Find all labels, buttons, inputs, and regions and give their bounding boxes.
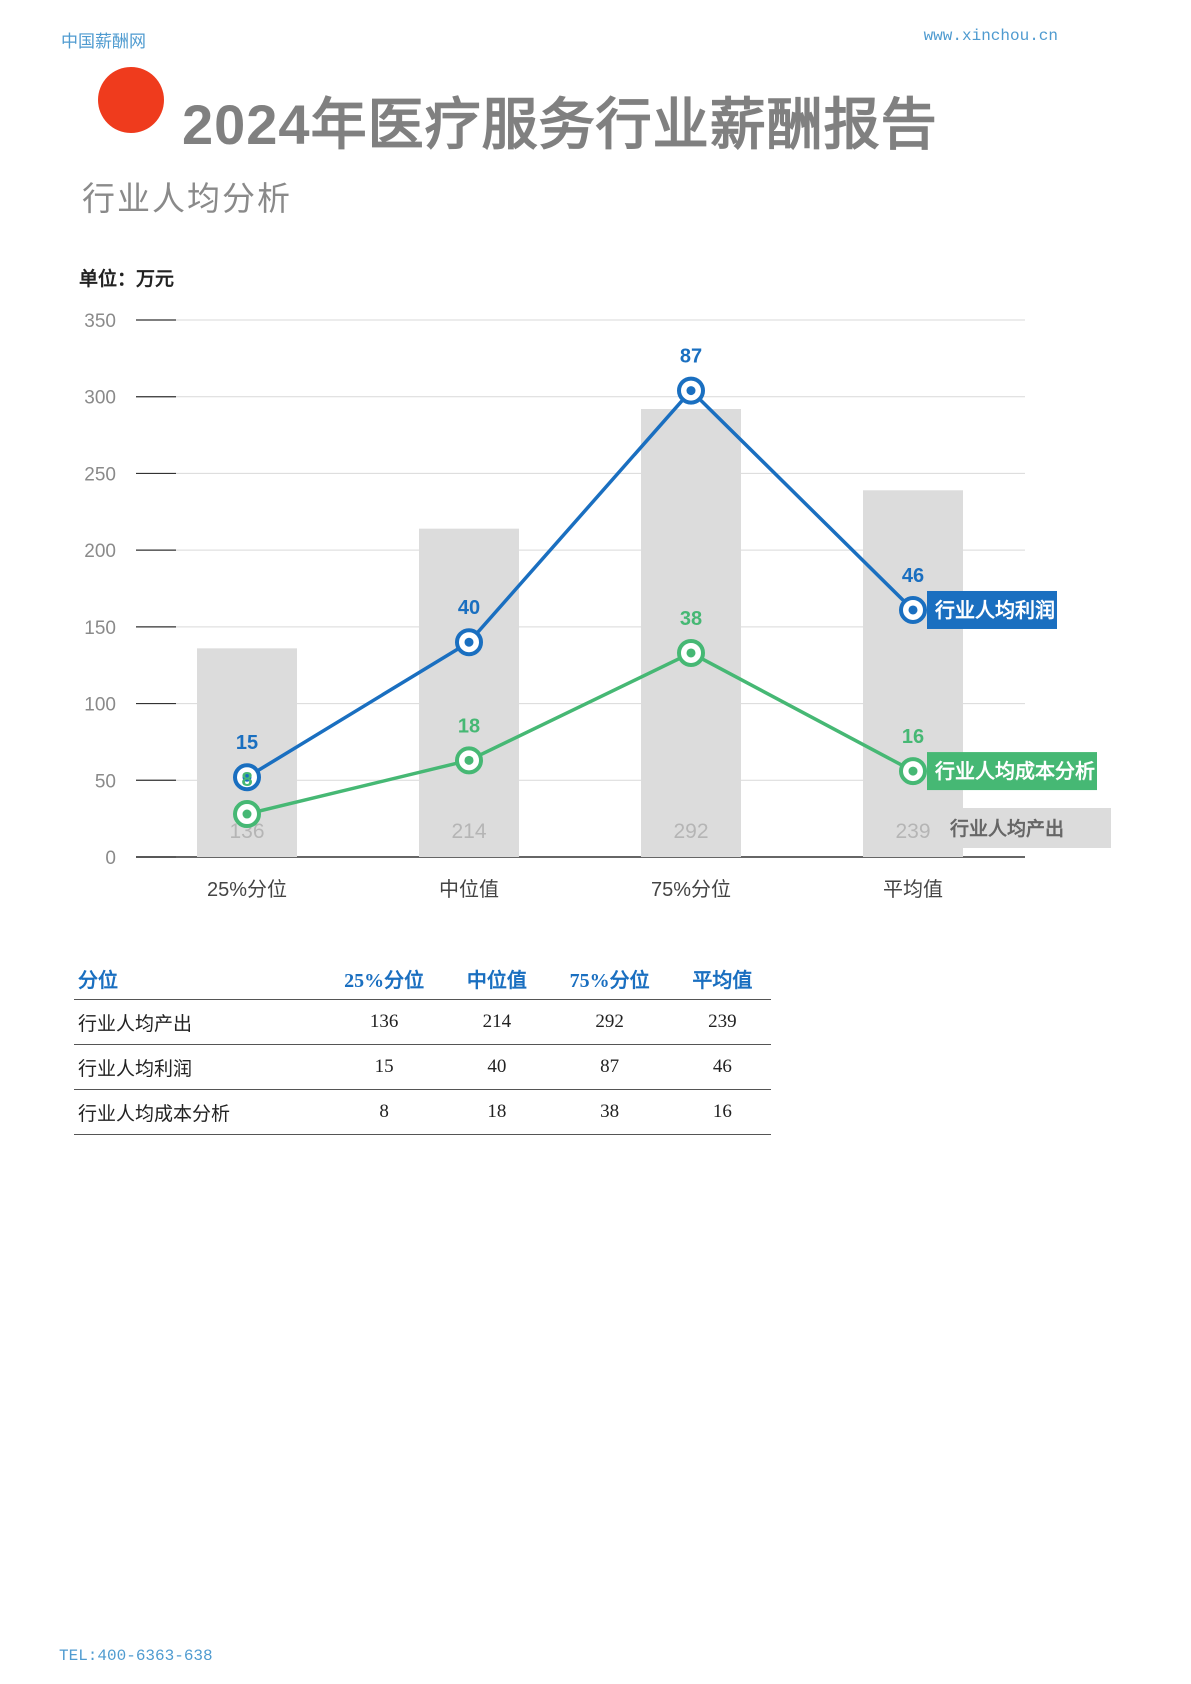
x-tick-label: 75%分位 xyxy=(651,878,731,901)
data-point-center xyxy=(686,648,696,658)
data-label: 15 xyxy=(236,732,258,754)
table-cell: 136 xyxy=(319,999,449,1045)
page-title: 2024年医疗服务行业薪酬报告 xyxy=(182,93,938,156)
data-label: 18 xyxy=(458,715,480,737)
table-header-cell: 中位值 xyxy=(448,957,546,1000)
data-point-center xyxy=(242,772,252,782)
footer-tel: TEL:400-6363-638 xyxy=(59,1647,213,1665)
y-tick-label: 250 xyxy=(84,464,116,485)
table-header-cell: 25%分位 xyxy=(319,957,449,1000)
legend-tag-cost xyxy=(927,752,1097,791)
data-point-center xyxy=(908,766,918,776)
table-cell: 292 xyxy=(545,999,674,1045)
data-label: 16 xyxy=(902,726,924,748)
data-point-center xyxy=(908,605,918,615)
table-header-row: 分位 25%分位 中位值 75%分位 平均值 xyxy=(74,957,771,1000)
table-cell: 15 xyxy=(319,1044,449,1090)
table-row: 行业人均利润 15 40 87 46 xyxy=(74,1044,771,1090)
data-point-center xyxy=(242,809,252,819)
bar xyxy=(863,490,963,857)
table-header-cell: 75%分位 xyxy=(545,957,674,1000)
y-tick-label: 100 xyxy=(84,695,116,716)
site-name: 中国薪酬网 xyxy=(61,32,146,51)
unit-label: 单位：万元 xyxy=(79,269,175,290)
table-cell: 38 xyxy=(545,1089,674,1135)
table-cell: 行业人均利润 xyxy=(74,1044,320,1090)
table-cell: 16 xyxy=(673,1089,771,1135)
data-label: 8 xyxy=(241,769,252,791)
legend-label: 行业人均成本分析 xyxy=(934,759,1095,783)
legend-tag-output xyxy=(963,808,1111,848)
legend-label: 行业人均产出 xyxy=(949,817,1064,840)
table-cell: 18 xyxy=(448,1089,546,1135)
table-cell: 214 xyxy=(448,999,546,1045)
data-point-center xyxy=(686,386,696,396)
data-label: 40 xyxy=(458,597,480,619)
bar-value-label: 214 xyxy=(451,820,486,843)
y-tick-label: 200 xyxy=(84,541,116,562)
y-tick-label: 150 xyxy=(84,618,116,639)
data-point-center xyxy=(464,637,474,647)
bar xyxy=(641,408,741,857)
data-label: 46 xyxy=(902,565,924,587)
y-tick-label: 0 xyxy=(105,848,116,869)
table-cell: 8 xyxy=(319,1089,449,1135)
legend-tag-profit xyxy=(927,590,1057,629)
table-header-cell: 平均值 xyxy=(673,957,771,1000)
page-subtitle: 行业人均分析 xyxy=(82,180,292,217)
table-cell: 行业人均产出 xyxy=(74,999,320,1045)
y-tick-label: 50 xyxy=(95,771,116,792)
site-url[interactable]: www.xinchou.cn xyxy=(923,27,1058,45)
chart: 0 50 100 150 200 250 300 350 136 214 292 239 25%分位 中位… xyxy=(84,311,1111,901)
table-cell: 239 xyxy=(673,999,771,1045)
data-table: 分位 25%分位 中位值 75%分位 平均值 行业人均产出 136 214 29… xyxy=(74,957,771,1135)
table-header-cell: 分位 xyxy=(74,957,320,1000)
table-cell: 行业人均成本分析 xyxy=(74,1089,320,1135)
title-dot-icon xyxy=(98,67,164,133)
legend-label: 行业人均利润 xyxy=(934,598,1055,622)
table-cell: 40 xyxy=(448,1044,546,1090)
x-tick-label: 25%分位 xyxy=(207,878,287,901)
table-row: 行业人均成本分析 8 18 38 16 xyxy=(74,1089,771,1135)
x-tick-label: 中位值 xyxy=(439,878,499,901)
data-point-center xyxy=(464,755,474,765)
bar-value-label: 239 xyxy=(895,820,930,843)
y-tick-label: 350 xyxy=(84,311,116,332)
bar xyxy=(419,528,519,857)
bar-value-label: 136 xyxy=(229,820,264,843)
data-label: 38 xyxy=(680,608,702,630)
table-cell: 87 xyxy=(545,1044,674,1090)
series-line xyxy=(246,651,914,816)
series-line xyxy=(246,388,915,779)
y-tick-label: 300 xyxy=(84,388,116,409)
data-label: 87 xyxy=(680,346,702,368)
x-tick-label: 平均值 xyxy=(883,878,943,901)
bar-value-label: 292 xyxy=(673,820,708,843)
table-row: 行业人均产出 136 214 292 239 xyxy=(74,999,771,1045)
table-cell: 46 xyxy=(673,1044,771,1090)
